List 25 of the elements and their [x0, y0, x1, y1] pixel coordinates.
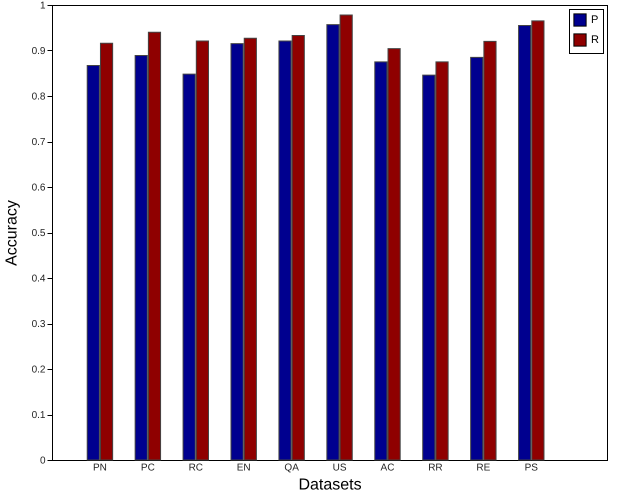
x-tick-label: EN — [236, 462, 251, 474]
legend-label: R — [591, 34, 599, 46]
y-tick-label: 0.2 — [32, 364, 46, 376]
y-tick-label: 0.9 — [32, 46, 46, 57]
y-tick-label: 0.7 — [32, 137, 46, 148]
y-axis-title: Accuracy — [4, 200, 21, 266]
y-tick-label: 0.5 — [32, 228, 46, 239]
x-axis-title: Datasets — [298, 476, 362, 494]
x-tick-label: RC — [188, 462, 204, 474]
x-tick-label: PS — [524, 462, 538, 474]
y-tick-label: 0.4 — [32, 274, 46, 284]
x-tick-label: AC — [380, 462, 394, 474]
x-tick-label: RE — [476, 462, 491, 474]
x-tick-label: US — [332, 462, 347, 474]
x-tick-label: PN — [92, 462, 107, 474]
y-tick-label: 0.8 — [32, 92, 46, 102]
x-tick-label: PC — [140, 462, 155, 474]
x-tick-label: QA — [284, 462, 300, 474]
legend-label: P — [591, 14, 598, 26]
y-tick-label: 0.1 — [32, 410, 46, 421]
y-tick-label: 0.3 — [32, 319, 46, 330]
x-tick-label: RR — [428, 462, 443, 474]
y-tick-label: 0 — [40, 456, 46, 466]
y-tick-label: 1 — [40, 0, 46, 12]
y-tick-label: 0.6 — [32, 182, 46, 194]
